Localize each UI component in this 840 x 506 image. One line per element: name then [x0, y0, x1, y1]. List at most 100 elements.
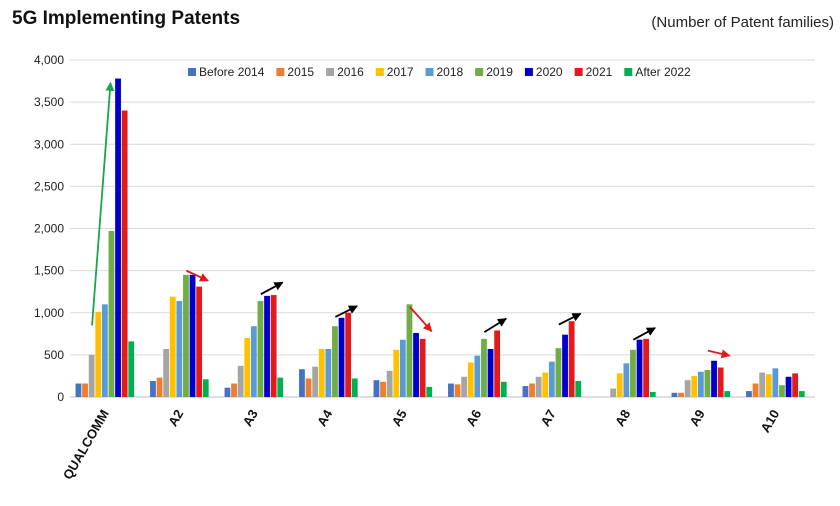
bar — [277, 377, 284, 397]
x-tick-label: A5 — [389, 407, 410, 429]
bar — [257, 300, 264, 397]
bar — [426, 386, 433, 397]
bar — [332, 326, 338, 397]
bar — [575, 380, 582, 397]
x-tick-label: A9 — [687, 407, 708, 429]
bar — [299, 369, 305, 397]
bar — [752, 383, 759, 397]
bar — [487, 348, 494, 397]
y-tick-label: 500 — [44, 348, 64, 362]
bar — [82, 383, 88, 397]
bar — [75, 383, 82, 397]
legend-label: 2018 — [437, 65, 464, 79]
bar — [792, 373, 799, 397]
bar — [623, 363, 630, 397]
bar — [724, 391, 731, 397]
x-tick-label: A4 — [314, 406, 336, 429]
bar — [548, 361, 555, 397]
legend-swatch — [574, 68, 583, 76]
legend-label: Before 2014 — [199, 65, 265, 79]
y-tick-label: 3,500 — [34, 95, 64, 109]
bar — [244, 338, 251, 397]
bar — [202, 379, 209, 397]
x-tick-label: A8 — [612, 407, 633, 429]
trend-arrow — [185, 269, 209, 282]
bar — [121, 110, 128, 398]
bar — [169, 296, 176, 397]
legend-label: 2015 — [287, 65, 314, 79]
bar — [88, 354, 95, 397]
x-tick-label: A10 — [757, 407, 782, 435]
bar — [237, 365, 244, 397]
bar — [568, 321, 575, 397]
bar — [224, 387, 231, 397]
bar — [474, 355, 481, 397]
chart-title: 5G Implementing Patents — [12, 8, 241, 29]
bar — [176, 300, 183, 397]
bar — [746, 391, 752, 397]
bar — [636, 339, 643, 397]
bar — [481, 338, 487, 397]
bar — [759, 372, 766, 397]
legend-swatch — [425, 68, 434, 76]
bar — [522, 386, 529, 397]
y-tick-label: 3,000 — [34, 137, 64, 151]
bar — [373, 380, 380, 397]
x-tick-label: A3 — [240, 407, 261, 429]
bar — [711, 360, 717, 397]
legend-swatch — [276, 68, 285, 76]
bar — [616, 373, 623, 397]
bar — [128, 341, 135, 397]
bar — [156, 377, 163, 397]
bar — [264, 295, 270, 397]
bar — [250, 326, 257, 397]
bar — [305, 378, 312, 397]
bar — [649, 391, 656, 397]
bar — [494, 330, 501, 397]
trend-arrow — [334, 305, 358, 318]
bar — [325, 348, 332, 397]
legend-label: 2017 — [387, 65, 414, 79]
bar — [697, 371, 704, 397]
bar — [231, 383, 237, 397]
bar — [535, 376, 542, 397]
legend-swatch — [326, 68, 335, 76]
bar — [562, 334, 568, 397]
x-tick-label: A7 — [538, 407, 559, 429]
bar — [785, 376, 792, 397]
trend-arrow — [707, 349, 731, 359]
bar — [183, 274, 189, 397]
bar — [542, 372, 549, 397]
trend-arrow — [409, 306, 433, 332]
bar — [555, 348, 562, 397]
x-tick-label: A2 — [165, 407, 186, 429]
bar — [270, 295, 277, 397]
y-tick-label: 4,000 — [34, 53, 64, 67]
bar — [196, 286, 203, 397]
legend-swatch — [475, 68, 484, 76]
legend-label: After 2022 — [635, 65, 691, 79]
chart-subtitle: (Number of Patent families) — [651, 14, 834, 31]
legend-swatch — [524, 68, 533, 76]
bar — [163, 348, 170, 397]
bar — [684, 380, 691, 397]
legend-label: 2020 — [536, 65, 563, 79]
bar — [704, 370, 711, 397]
bar — [101, 304, 108, 397]
bar — [643, 338, 650, 397]
bar — [393, 349, 400, 397]
bar — [95, 311, 102, 397]
bar — [150, 380, 156, 397]
legend-label: 2016 — [337, 65, 364, 79]
bar — [399, 339, 406, 397]
bar — [461, 376, 468, 397]
x-tick-label: QUALCOMM — [60, 407, 112, 482]
bar — [454, 384, 461, 397]
bar — [189, 274, 196, 397]
trend-arrow — [632, 327, 656, 341]
bar — [115, 78, 121, 397]
bar — [772, 368, 779, 397]
bar — [406, 304, 413, 397]
bar — [671, 392, 678, 397]
